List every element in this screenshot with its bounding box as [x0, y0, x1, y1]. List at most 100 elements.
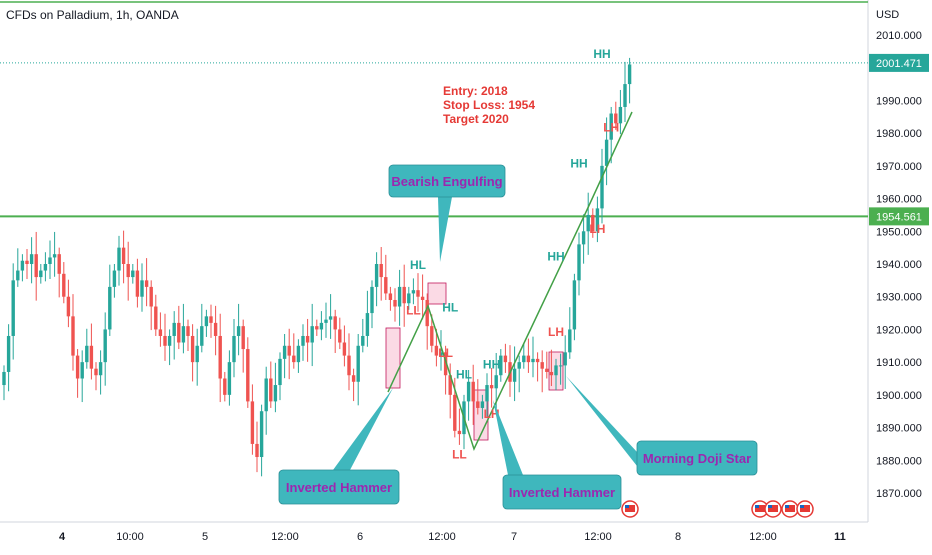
candle-body: [52, 254, 57, 258]
candle: [591, 208, 595, 238]
candle-body: [471, 381, 475, 402]
callout: Inverted Hammer: [278, 388, 400, 505]
candle: [167, 329, 172, 366]
candle: [241, 319, 245, 373]
candle: [43, 252, 48, 282]
candle: [554, 358, 558, 391]
candle: [89, 323, 94, 380]
candle-body: [627, 64, 632, 85]
candle-body: [489, 385, 494, 389]
swing-label: HH: [483, 358, 500, 372]
candle: [338, 317, 342, 350]
candle: [512, 346, 517, 402]
candle: [333, 309, 337, 353]
candle: [328, 294, 333, 339]
candle: [614, 101, 618, 130]
candle-body: [11, 280, 15, 336]
candle-body: [545, 368, 549, 372]
candle-body: [324, 319, 328, 323]
candle-body: [351, 375, 356, 382]
candle-body: [158, 329, 163, 336]
candle-body: [269, 378, 273, 402]
candle: [577, 232, 581, 296]
candle-body: [2, 371, 6, 386]
candle: [246, 337, 250, 408]
candle: [213, 305, 218, 356]
candle: [568, 307, 572, 359]
callout-label: Inverted Hammer: [509, 485, 615, 500]
candle: [563, 335, 567, 389]
candle-body: [75, 355, 80, 379]
y-tick-label: 1900.000: [876, 390, 922, 402]
candle: [140, 263, 144, 312]
candle-body: [568, 329, 572, 353]
candle-body: [379, 264, 383, 278]
candle: [595, 196, 600, 243]
candle-body: [425, 299, 429, 327]
candle-body: [287, 345, 291, 356]
candle: [425, 293, 429, 350]
candle-body: [443, 352, 448, 376]
x-tick-label: 12:00: [584, 531, 612, 543]
candle-body: [466, 381, 471, 402]
candle-body: [572, 280, 577, 330]
pattern-highlight: [427, 282, 447, 305]
current-price-tag-text: 2001.471: [876, 58, 922, 70]
candle-body: [167, 335, 172, 346]
candle-body: [144, 280, 149, 287]
event-flag-stripes: [785, 505, 795, 512]
candle-body: [439, 352, 443, 356]
candle: [223, 371, 227, 402]
event-flag-canton: [785, 505, 789, 508]
candle-body: [255, 443, 259, 458]
candle: [351, 368, 356, 402]
candle-body: [512, 368, 517, 382]
candle: [604, 117, 609, 186]
candle-body: [282, 345, 287, 359]
swing-label: HL: [456, 368, 472, 382]
candle-body: [66, 296, 71, 317]
x-tick-label: 6: [357, 531, 363, 543]
candle-body: [526, 355, 531, 363]
candle: [430, 314, 434, 353]
candle: [218, 313, 222, 403]
callout: Inverted Hammer: [493, 400, 622, 510]
level-price-tag: 1954.561: [869, 207, 929, 226]
x-tick-label: 12:00: [749, 531, 777, 543]
candle: [499, 349, 503, 382]
candle: [57, 247, 61, 298]
candle: [388, 286, 393, 311]
candle-body: [370, 286, 374, 314]
candle-body: [540, 362, 544, 369]
candle: [305, 318, 310, 362]
candle: [319, 311, 324, 341]
candle-body: [535, 358, 540, 363]
candle: [531, 336, 535, 378]
candle: [255, 421, 259, 473]
candle: [269, 361, 273, 408]
candle-body: [558, 365, 563, 367]
candle-body: [480, 401, 485, 408]
candle: [581, 214, 586, 264]
candle: [131, 264, 135, 284]
candle: [365, 290, 370, 347]
candle-body: [416, 290, 420, 297]
candle: [471, 364, 475, 425]
y-tick-label: 1950.000: [876, 226, 922, 238]
candle: [204, 309, 209, 337]
candle: [227, 350, 232, 406]
candle-body: [48, 257, 52, 264]
candle-body: [34, 254, 38, 278]
event-flag-stripes: [768, 505, 778, 512]
candle: [117, 235, 121, 286]
candle-body: [411, 290, 416, 294]
candle-body: [494, 375, 498, 389]
swing-label: LH: [603, 121, 619, 135]
candle-body: [200, 326, 204, 346]
candle-body: [25, 260, 29, 264]
candle: [11, 263, 15, 360]
candle: [163, 313, 167, 361]
event-flag-canton: [768, 505, 772, 508]
candle-body: [554, 365, 558, 376]
